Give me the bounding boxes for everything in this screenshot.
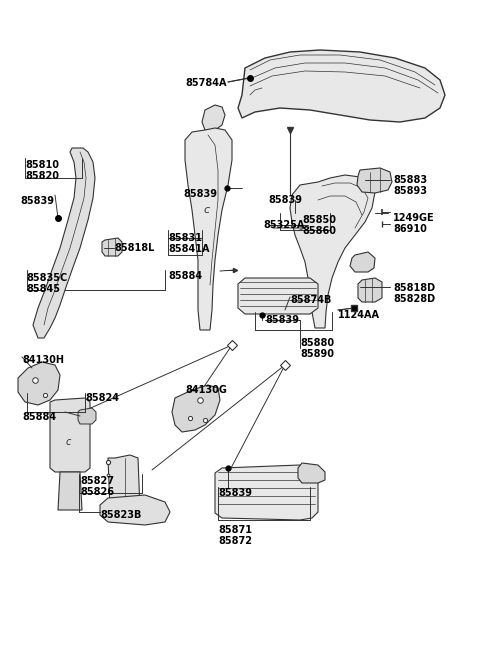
Text: 85839: 85839 <box>265 315 299 325</box>
Polygon shape <box>18 362 60 405</box>
Text: 85818L: 85818L <box>114 243 155 253</box>
Text: 85827: 85827 <box>80 476 114 486</box>
Polygon shape <box>78 408 96 424</box>
Text: 85871: 85871 <box>218 525 252 535</box>
Text: 85784A: 85784A <box>185 78 227 88</box>
Text: 86910: 86910 <box>393 224 427 234</box>
Text: 85860: 85860 <box>302 226 336 236</box>
Text: 85850: 85850 <box>302 215 336 225</box>
Text: 84130H: 84130H <box>22 355 64 365</box>
Polygon shape <box>185 128 232 330</box>
Text: 85839: 85839 <box>268 195 302 205</box>
Text: 85839: 85839 <box>20 196 54 206</box>
Text: c: c <box>204 205 210 215</box>
Text: 85884: 85884 <box>22 412 56 422</box>
Text: 85826: 85826 <box>80 487 114 497</box>
Text: c: c <box>65 437 71 447</box>
Text: 85845: 85845 <box>26 284 60 294</box>
Polygon shape <box>357 168 392 193</box>
Polygon shape <box>58 472 82 510</box>
Text: 85872: 85872 <box>218 536 252 546</box>
Text: 85890: 85890 <box>300 349 334 359</box>
Polygon shape <box>238 278 318 314</box>
Polygon shape <box>290 175 375 328</box>
Text: 1249GE: 1249GE <box>393 213 434 223</box>
Text: 85874B: 85874B <box>290 295 331 305</box>
Polygon shape <box>238 50 445 122</box>
Text: 84130G: 84130G <box>185 385 227 395</box>
Text: 85883: 85883 <box>393 175 427 185</box>
Text: 85810: 85810 <box>25 160 59 170</box>
Text: 85325A: 85325A <box>263 220 304 230</box>
Text: 85818D: 85818D <box>393 283 435 293</box>
Text: 85839: 85839 <box>218 488 252 498</box>
Polygon shape <box>100 495 170 525</box>
Text: 1124AA: 1124AA <box>338 310 380 320</box>
Text: 85820: 85820 <box>25 171 59 181</box>
Polygon shape <box>202 105 225 130</box>
Polygon shape <box>102 238 122 256</box>
Polygon shape <box>33 148 95 338</box>
Polygon shape <box>350 252 375 272</box>
Text: 85893: 85893 <box>393 186 427 196</box>
Text: 85831: 85831 <box>168 233 202 243</box>
Polygon shape <box>50 398 90 472</box>
Polygon shape <box>298 463 325 483</box>
Text: 85824: 85824 <box>85 393 119 403</box>
Polygon shape <box>215 465 318 520</box>
Text: 85839: 85839 <box>183 189 217 199</box>
Polygon shape <box>172 385 220 432</box>
Text: 85828D: 85828D <box>393 294 435 304</box>
Text: 85841A: 85841A <box>168 244 209 254</box>
Text: 85823B: 85823B <box>100 510 142 520</box>
Text: 85884: 85884 <box>168 271 202 281</box>
Polygon shape <box>108 455 140 515</box>
Text: 85835C: 85835C <box>26 273 67 283</box>
Text: 85880: 85880 <box>300 338 334 348</box>
Polygon shape <box>358 278 382 302</box>
